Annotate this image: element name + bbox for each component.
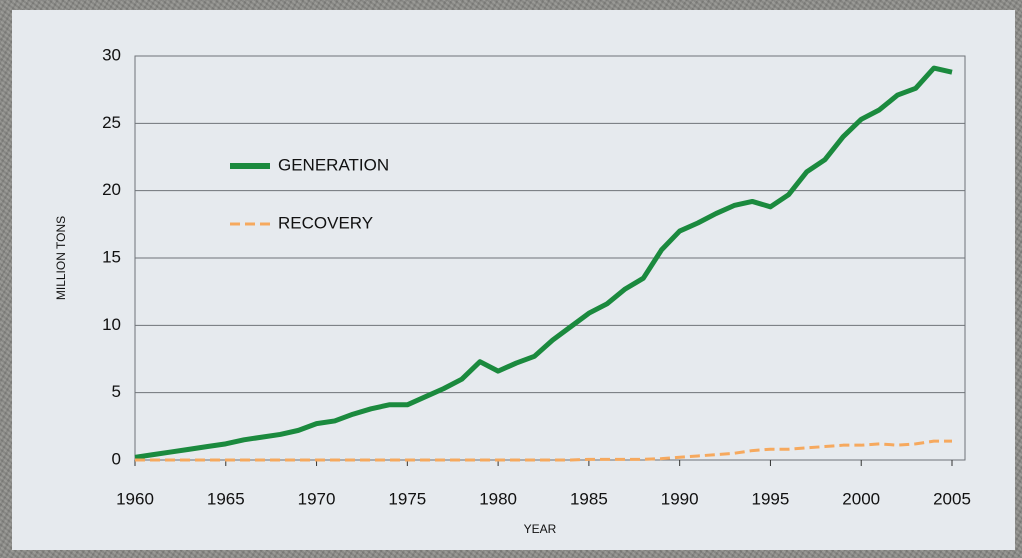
y-tick-label: 15 <box>102 247 121 266</box>
x-tick-label: 1975 <box>388 489 426 508</box>
series-line <box>135 439 952 462</box>
legend-label: RECOVERY <box>278 213 373 232</box>
y-tick-label: 10 <box>102 315 121 334</box>
x-axis-label: YEAR <box>524 522 557 536</box>
legend-label: GENERATION <box>278 155 389 174</box>
x-tick-label: 1995 <box>752 489 790 508</box>
y-axis-label: MILLION TONS <box>54 216 68 300</box>
x-tick-label: 1990 <box>661 489 699 508</box>
y-tick-label: 20 <box>102 180 121 199</box>
x-tick-label: 1970 <box>298 489 336 508</box>
x-tick-label: 2005 <box>933 489 971 508</box>
x-tick-label: 1980 <box>479 489 517 508</box>
y-tick-label: 25 <box>102 113 121 132</box>
y-tick-label: 0 <box>112 449 121 468</box>
y-tick-label: 30 <box>102 45 121 64</box>
panel <box>12 10 1015 550</box>
x-tick-label: 2000 <box>842 489 880 508</box>
x-tick-label: 1965 <box>207 489 245 508</box>
series-line <box>134 65 953 460</box>
x-tick-label: 1985 <box>570 489 608 508</box>
x-tick-label: 1960 <box>116 489 154 508</box>
y-tick-label: 5 <box>112 382 121 401</box>
